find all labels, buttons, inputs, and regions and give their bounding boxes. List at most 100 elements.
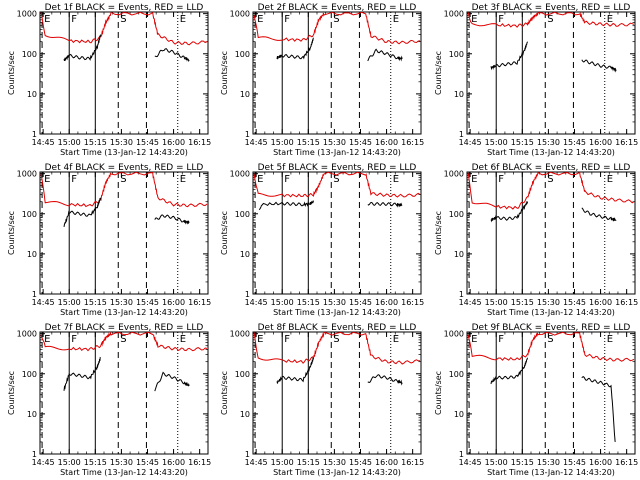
y-tick-label: 10 <box>454 90 464 99</box>
x-tick-label: 15:00 <box>58 298 81 307</box>
marker-label: E <box>44 14 50 25</box>
x-tick-label: 16:00 <box>162 138 185 147</box>
y-tick-label: 1000 <box>230 330 250 339</box>
chart-panel-5: Det 5f BLACK = Events, RED = LLD Counts/s… <box>220 163 424 317</box>
y-tick-label: 10 <box>240 250 250 259</box>
x-tick-label: 14:45 <box>459 458 482 467</box>
chart-title: Det 7f BLACK = Events, RED = LLD <box>45 323 204 333</box>
x-tick-label: 14:45 <box>32 458 55 467</box>
plot-frame <box>39 331 209 455</box>
marker-label: E <box>180 174 186 185</box>
y-axis-label: Counts/sec <box>220 211 229 255</box>
chart-panel-6: Det 6f BLACK = Events, RED = LLD Counts/s… <box>434 163 638 317</box>
x-tick-label: 15:30 <box>110 138 133 147</box>
marker-label: E <box>607 174 613 185</box>
chart-title: Det 8f BLACK = Events, RED = LLD <box>258 323 417 333</box>
x-tick-label: 15:45 <box>563 298 586 307</box>
x-tick-label: 16:15 <box>615 458 638 467</box>
x-tick-label: 15:00 <box>58 458 81 467</box>
x-tick-label: 15:15 <box>511 138 534 147</box>
x-tick-label: 14:45 <box>245 298 268 307</box>
marker-label: E <box>180 334 186 345</box>
chart-title: Det 9f BLACK = Events, RED = LLD <box>472 323 631 333</box>
y-axis-label: Counts/sec <box>7 371 16 415</box>
x-tick-label: 15:15 <box>84 138 107 147</box>
events-series-line <box>581 207 617 222</box>
y-tick-label: 10 <box>454 250 464 259</box>
y-tick-label: 10 <box>240 410 250 419</box>
chart-title: Det 4f BLACK = Events, RED = LLD <box>45 163 204 173</box>
x-tick-label: 16:15 <box>401 138 424 147</box>
lld-series-line <box>40 172 208 208</box>
x-tick-label: 15:15 <box>511 298 534 307</box>
marker-label: E <box>607 14 613 25</box>
marker-label: F <box>284 14 290 25</box>
x-tick-label: 15:00 <box>485 458 508 467</box>
x-tick-label: 15:00 <box>58 138 81 147</box>
x-tick-label: 15:30 <box>323 458 346 467</box>
marker-label: S <box>547 334 553 345</box>
x-tick-label: 15:30 <box>110 458 133 467</box>
x-tick-label: 15:00 <box>485 298 508 307</box>
lld-series-line <box>40 12 208 46</box>
x-tick-label: 14:45 <box>245 138 268 147</box>
y-tick-label: 1000 <box>444 170 464 179</box>
events-series-line <box>367 374 403 386</box>
y-tick-label: 100 <box>22 210 37 219</box>
events-series-line <box>367 201 403 208</box>
x-axis-label: Start Time (13-Jan-12 14:43:20) <box>273 468 401 477</box>
chart-panel-1: Det 1f BLACK = Events, RED = LLD Counts/s… <box>7 3 211 157</box>
x-tick-label: 15:30 <box>537 458 560 467</box>
x-tick-label: 16:15 <box>615 138 638 147</box>
marker-label: F <box>71 174 77 185</box>
x-tick-label: 16:00 <box>589 298 612 307</box>
y-axis-label: Counts/sec <box>220 371 229 415</box>
y-tick-label: 1000 <box>444 330 464 339</box>
x-tick-label: 15:15 <box>297 298 320 307</box>
x-axis-label: Start Time (13-Jan-12 14:43:20) <box>273 148 401 157</box>
y-tick-label: 100 <box>449 50 464 59</box>
marker-label: E <box>44 174 50 185</box>
chart-panel-9: Det 9f BLACK = Events, RED = LLD Counts/s… <box>434 323 638 477</box>
x-tick-label: 16:15 <box>401 458 424 467</box>
y-tick-label: 100 <box>449 370 464 379</box>
x-tick-label: 16:00 <box>375 458 398 467</box>
x-tick-label: 16:00 <box>162 298 185 307</box>
events-series-line <box>490 357 528 385</box>
x-tick-label: 16:00 <box>589 458 612 467</box>
x-tick-label: 15:45 <box>136 298 159 307</box>
y-tick-label: 100 <box>449 210 464 219</box>
marker-label: F <box>284 334 290 345</box>
marker-label: F <box>71 334 77 345</box>
x-tick-label: 16:00 <box>375 298 398 307</box>
x-tick-label: 15:45 <box>349 458 372 467</box>
y-tick-label: 1 <box>245 290 250 299</box>
events-series-line <box>154 371 190 392</box>
events-series-line <box>154 48 190 62</box>
x-tick-label: 15:45 <box>563 458 586 467</box>
x-tick-label: 16:15 <box>615 298 638 307</box>
x-tick-label: 15:00 <box>485 138 508 147</box>
y-tick-label: 1000 <box>17 330 37 339</box>
x-tick-label: 15:30 <box>537 138 560 147</box>
y-tick-label: 1000 <box>230 170 250 179</box>
y-tick-label: 1000 <box>230 10 250 19</box>
marker-label: E <box>471 14 477 25</box>
x-tick-label: 15:30 <box>110 298 133 307</box>
marker-label: F <box>498 174 504 185</box>
marker-label: S <box>333 174 339 185</box>
marker-label: S <box>547 174 553 185</box>
marker-label: E <box>393 14 399 25</box>
x-tick-label: 15:30 <box>323 138 346 147</box>
y-tick-label: 1 <box>32 130 37 139</box>
x-tick-label: 14:45 <box>459 138 482 147</box>
x-tick-label: 15:00 <box>271 458 294 467</box>
events-series-line <box>63 197 101 227</box>
x-tick-label: 15:00 <box>271 298 294 307</box>
chart-panel-2: Det 2f BLACK = Events, RED = LLD Counts/s… <box>220 3 424 157</box>
x-tick-label: 15:45 <box>136 138 159 147</box>
chart-title: Det 6f BLACK = Events, RED = LLD <box>472 163 631 173</box>
x-axis-label: Start Time (13-Jan-12 14:43:20) <box>60 308 188 317</box>
x-tick-label: 15:30 <box>323 298 346 307</box>
events-series-line <box>63 356 101 391</box>
